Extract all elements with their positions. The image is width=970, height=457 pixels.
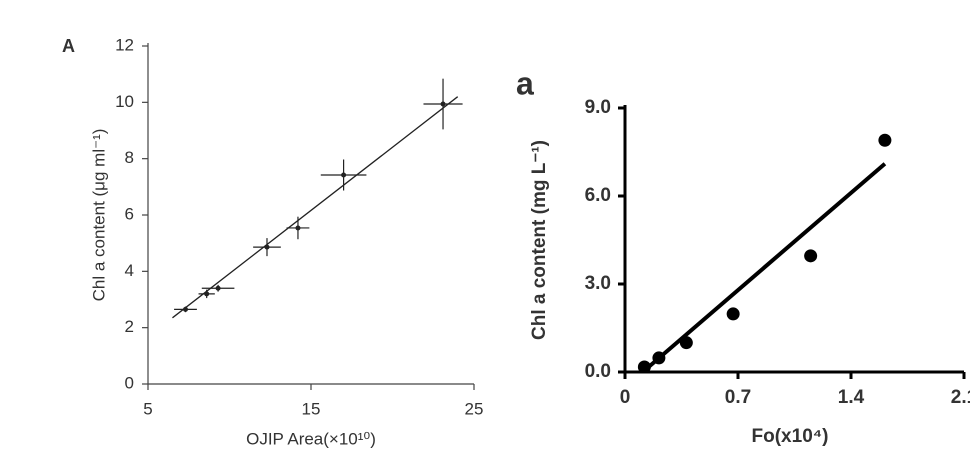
chart: a 0.0 3.0 6.0 9.0 0 0.7 1.4 2.1 Fo(x10⁴) Chl a con… — [516, 65, 970, 447]
point — [679, 336, 693, 350]
y-tick-label: 6 — [125, 204, 134, 223]
y-tick-label: 3.0 — [585, 273, 611, 294]
x-tick-label: 25 — [465, 399, 484, 418]
y-tick-label: 0 — [125, 373, 134, 392]
point — [264, 244, 270, 250]
point — [215, 285, 221, 291]
point — [637, 360, 651, 374]
point — [440, 101, 446, 107]
y-tick-label: 8 — [125, 148, 134, 167]
point — [204, 291, 210, 297]
panel-label: a — [516, 65, 534, 101]
x-axis-label: OJIP Area(×10¹⁰) — [246, 429, 376, 448]
point — [295, 225, 301, 231]
x-tick-label: 1.4 — [838, 387, 865, 408]
fit-line — [172, 96, 459, 319]
x-tick-label: 15 — [302, 399, 321, 418]
point — [652, 351, 666, 365]
y-axis-label: Chl a content (μg ml⁻¹) — [89, 129, 108, 302]
y-tick-label: 4 — [125, 261, 134, 280]
point — [804, 249, 818, 263]
y-axis-label: Chl a content (mg L⁻¹) — [529, 140, 550, 340]
x-tick-label: 2.1 — [951, 387, 970, 408]
y-tick-label: 6.0 — [585, 185, 611, 206]
y-tick-label: 12 — [115, 35, 134, 54]
panel-label: A — [62, 36, 75, 56]
y-tick-label: 9.0 — [585, 97, 611, 118]
point — [878, 133, 892, 147]
y-tick-label: 2 — [125, 317, 134, 336]
chart: A 0 2 4 6 8 10 12 5 15 25 OJIP Area(×10¹⁰) Chl a con… — [62, 35, 483, 448]
x-tick-label: 0 — [620, 387, 631, 408]
x-axis-label: Fo(x10⁴) — [752, 426, 829, 447]
x-tick-label: 0.7 — [725, 387, 751, 408]
point — [182, 306, 188, 312]
y-tick-label: 0.0 — [585, 361, 611, 382]
point — [726, 307, 740, 321]
y-tick-label: 10 — [115, 92, 134, 111]
fit-line — [641, 162, 887, 374]
x-tick-label: 5 — [143, 399, 152, 418]
point — [341, 172, 347, 178]
